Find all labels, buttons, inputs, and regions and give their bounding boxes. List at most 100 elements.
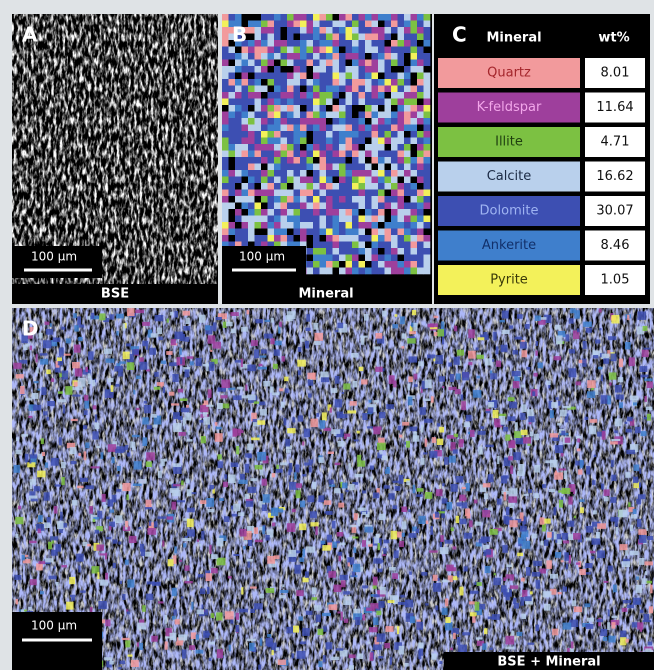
grain [573,492,575,494]
grain [367,642,370,644]
grain [208,509,215,512]
pixel [417,47,424,54]
pixel [229,170,236,177]
grain [308,496,315,503]
grain [309,467,312,473]
pixel [372,118,379,125]
grain [373,618,378,626]
pixel [307,60,314,67]
pixel [417,138,424,145]
grain [184,581,192,583]
grain [274,341,282,346]
grain [170,633,177,640]
grain [650,585,652,594]
pixel [235,53,242,60]
grain [285,439,290,447]
pixel [372,248,379,255]
grain [172,502,177,510]
pixel [261,170,268,177]
pixel [404,170,411,177]
grain [28,416,32,418]
pixel [333,157,340,164]
pixel [300,53,307,60]
pixel [326,242,333,249]
grain [376,333,383,339]
pixel [300,118,307,125]
grain [88,351,94,360]
pixel [287,203,294,210]
pixel [378,177,385,184]
pixel [281,21,288,28]
grain [40,359,48,365]
grain [344,434,350,437]
grain [44,522,50,528]
pixel [352,268,359,275]
grain [378,656,383,659]
grain [324,512,330,514]
pixel [359,27,366,34]
pixel [411,34,418,41]
pixel [398,216,405,223]
grain [96,545,104,551]
grain [161,459,165,466]
pixel [255,222,262,229]
pixel [294,209,301,216]
pixel [281,66,288,73]
grain [178,635,187,641]
pixel [359,112,366,119]
grain [92,431,99,439]
pixel [222,203,229,210]
grain [115,449,124,453]
grain [116,489,121,492]
pixel [346,209,353,216]
grain [42,452,45,456]
pixel [261,99,268,106]
grain [597,550,605,558]
pixel [385,261,392,268]
grain [374,400,379,403]
grain [247,310,250,315]
grain [603,637,608,641]
pixel [229,203,236,210]
grain [169,392,174,396]
pixel [300,112,307,119]
grain [374,594,380,597]
grain [393,324,399,328]
pixel [261,125,268,132]
pixel [268,40,275,47]
grain [115,515,123,523]
grain [517,314,523,319]
grain [205,325,210,330]
pixel [313,229,320,236]
pixel [424,229,431,236]
pixel [372,105,379,112]
pixel [417,170,424,177]
pixel [268,229,275,236]
pixel [300,125,307,132]
grain [297,651,306,659]
grain [306,547,315,553]
pixel [274,86,281,93]
grain [459,495,465,502]
grain [434,316,439,319]
grain [64,354,71,356]
grain [536,341,539,346]
pixel [320,66,327,73]
pixel [333,99,340,106]
grain [618,377,624,382]
grain [379,412,385,418]
grain [50,536,58,540]
grain [340,650,348,657]
grain [585,606,588,615]
grain [640,375,648,378]
pixel [320,118,327,125]
grain [425,603,428,605]
grain [442,483,444,486]
pixel [385,170,392,177]
pixel [307,229,314,236]
pixel [365,144,372,151]
grain [139,362,147,370]
grain [494,419,500,425]
pixel [320,105,327,112]
grain [318,661,322,667]
